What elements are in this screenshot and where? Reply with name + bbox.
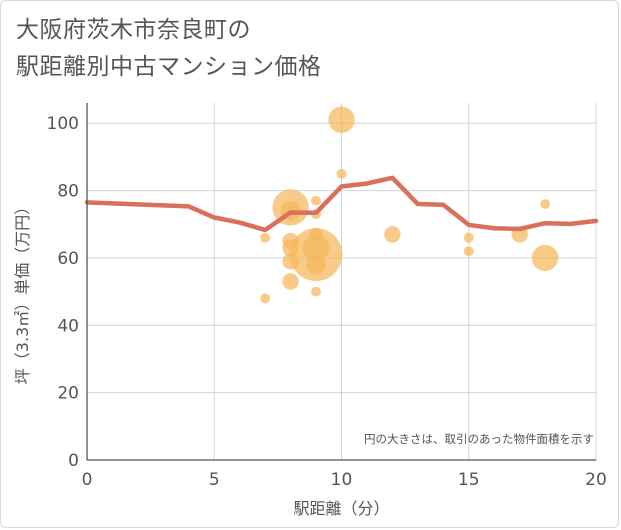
- average-line-layer: [84, 175, 599, 233]
- bubble-size-note: 円の大きさは、取引のあった物件面積を示す: [364, 432, 594, 446]
- data-bubble: [463, 246, 474, 257]
- average-price-line: [84, 175, 599, 233]
- data-bubble: [289, 228, 343, 281]
- x-tick-label: 20: [585, 470, 607, 490]
- y-tick-label: 80: [57, 182, 79, 202]
- y-tick-label: 60: [57, 249, 79, 269]
- x-tick-label: 0: [82, 470, 93, 490]
- data-bubble: [531, 244, 559, 272]
- data-bubble: [260, 293, 271, 304]
- data-bubble: [311, 195, 321, 206]
- y-tick-label: 0: [68, 451, 79, 471]
- y-axis-label: 坪（3.3㎡）単価（万円）: [13, 199, 32, 384]
- data-bubble: [384, 226, 401, 243]
- y-tick-label: 40: [57, 316, 79, 336]
- chart-title-line2: 駅距離別中古マンション価格: [16, 54, 322, 80]
- data-bubble: [328, 106, 355, 134]
- x-axis-label: 駅距離（分）: [293, 499, 389, 518]
- data-bubble: [282, 273, 299, 290]
- data-bubble: [260, 232, 271, 243]
- x-tick-label: 10: [331, 470, 353, 490]
- x-tick-label: 15: [458, 470, 480, 490]
- x-tick-label: 5: [209, 470, 220, 490]
- grid-lines: [87, 103, 597, 460]
- axes-layer: 0 20 40 60 80 100 0 5 10 15 20: [47, 103, 607, 490]
- bubble-layer: [260, 106, 559, 304]
- chart-title-line1: 大阪府茨木市奈良町の: [16, 17, 251, 43]
- y-tick-label: 20: [57, 384, 79, 404]
- data-bubble: [540, 199, 551, 209]
- chart-title: 大阪府茨木市奈良町の 駅距離別中古マンション価格: [16, 12, 322, 86]
- data-bubble: [336, 168, 347, 179]
- data-bubble: [306, 254, 326, 275]
- y-tick-label: 100: [47, 114, 79, 134]
- data-bubble: [463, 232, 474, 243]
- data-bubble: [311, 286, 321, 297]
